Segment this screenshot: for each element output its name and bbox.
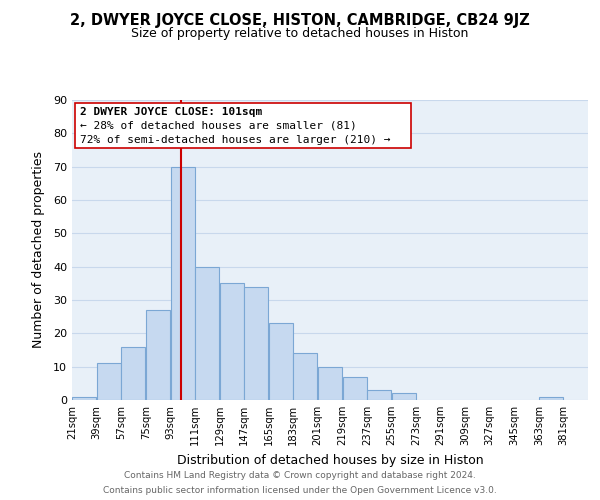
FancyBboxPatch shape (75, 104, 410, 148)
Bar (73, 396, 96, 400)
Bar (392, 394, 416, 400)
Bar (146, 310, 170, 400)
Text: ← 28% of detached houses are smaller (81): ← 28% of detached houses are smaller (81… (80, 120, 357, 130)
Bar (539, 396, 563, 400)
Bar (170, 166, 194, 400)
Bar (318, 366, 342, 400)
Bar (121, 346, 145, 400)
Bar (367, 390, 391, 400)
Text: 2 DWYER JOYCE CLOSE: 101sqm: 2 DWYER JOYCE CLOSE: 101sqm (80, 106, 262, 117)
Bar (343, 376, 367, 400)
Text: Contains HM Land Registry data © Crown copyright and database right 2024.: Contains HM Land Registry data © Crown c… (124, 471, 476, 480)
Bar (220, 284, 244, 400)
Bar (244, 286, 268, 400)
Bar (293, 354, 317, 400)
Bar (195, 266, 219, 400)
Bar (269, 324, 293, 400)
Text: 72% of semi-detached houses are larger (210) →: 72% of semi-detached houses are larger (… (80, 134, 391, 144)
Y-axis label: Number of detached properties: Number of detached properties (32, 152, 44, 348)
Text: Contains public sector information licensed under the Open Government Licence v3: Contains public sector information licen… (103, 486, 497, 495)
X-axis label: Distribution of detached houses by size in Histon: Distribution of detached houses by size … (176, 454, 484, 466)
Text: Size of property relative to detached houses in Histon: Size of property relative to detached ho… (131, 28, 469, 40)
Bar (97, 364, 121, 400)
Text: 2, DWYER JOYCE CLOSE, HISTON, CAMBRIDGE, CB24 9JZ: 2, DWYER JOYCE CLOSE, HISTON, CAMBRIDGE,… (70, 12, 530, 28)
